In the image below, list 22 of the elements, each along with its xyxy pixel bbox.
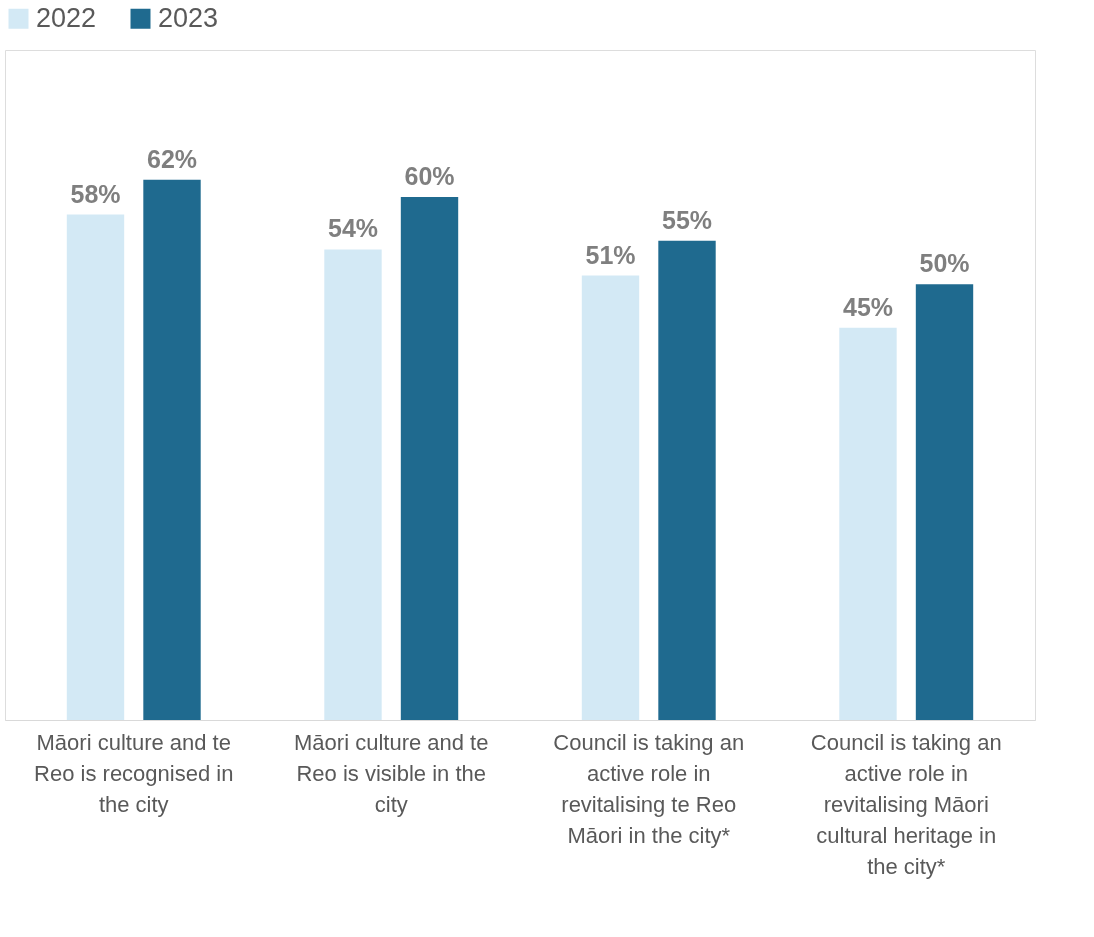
legend-label: 2022 xyxy=(36,2,97,33)
data-label: 45% xyxy=(842,292,894,321)
bar xyxy=(66,214,125,720)
data-label: 60% xyxy=(404,162,455,191)
data-label: 62% xyxy=(146,144,198,173)
data-label: 50% xyxy=(919,249,970,278)
legend-label: 2023 xyxy=(158,2,219,33)
x-tick-label: Council is taking an active role in revitalising te Reo Māori in the city* xyxy=(553,729,745,848)
x-tick-label: Māori culture and te Reo is recognised in the city xyxy=(34,729,234,817)
data-label: 58% xyxy=(70,179,121,208)
x-tick-label: Māori culture and te Reo is visible in the city xyxy=(294,729,489,817)
bar xyxy=(143,179,201,720)
data-label: 54% xyxy=(327,214,379,243)
data-label: 51% xyxy=(585,240,636,269)
bar xyxy=(324,249,382,720)
data-label: 55% xyxy=(661,205,713,234)
bar xyxy=(839,327,897,720)
bar xyxy=(400,197,459,720)
bar xyxy=(915,284,974,720)
bar xyxy=(581,275,640,720)
x-tick-label: Council is taking an active role in revitalising Māori cultural heritage in the city* xyxy=(810,729,1002,879)
bar xyxy=(658,240,716,720)
